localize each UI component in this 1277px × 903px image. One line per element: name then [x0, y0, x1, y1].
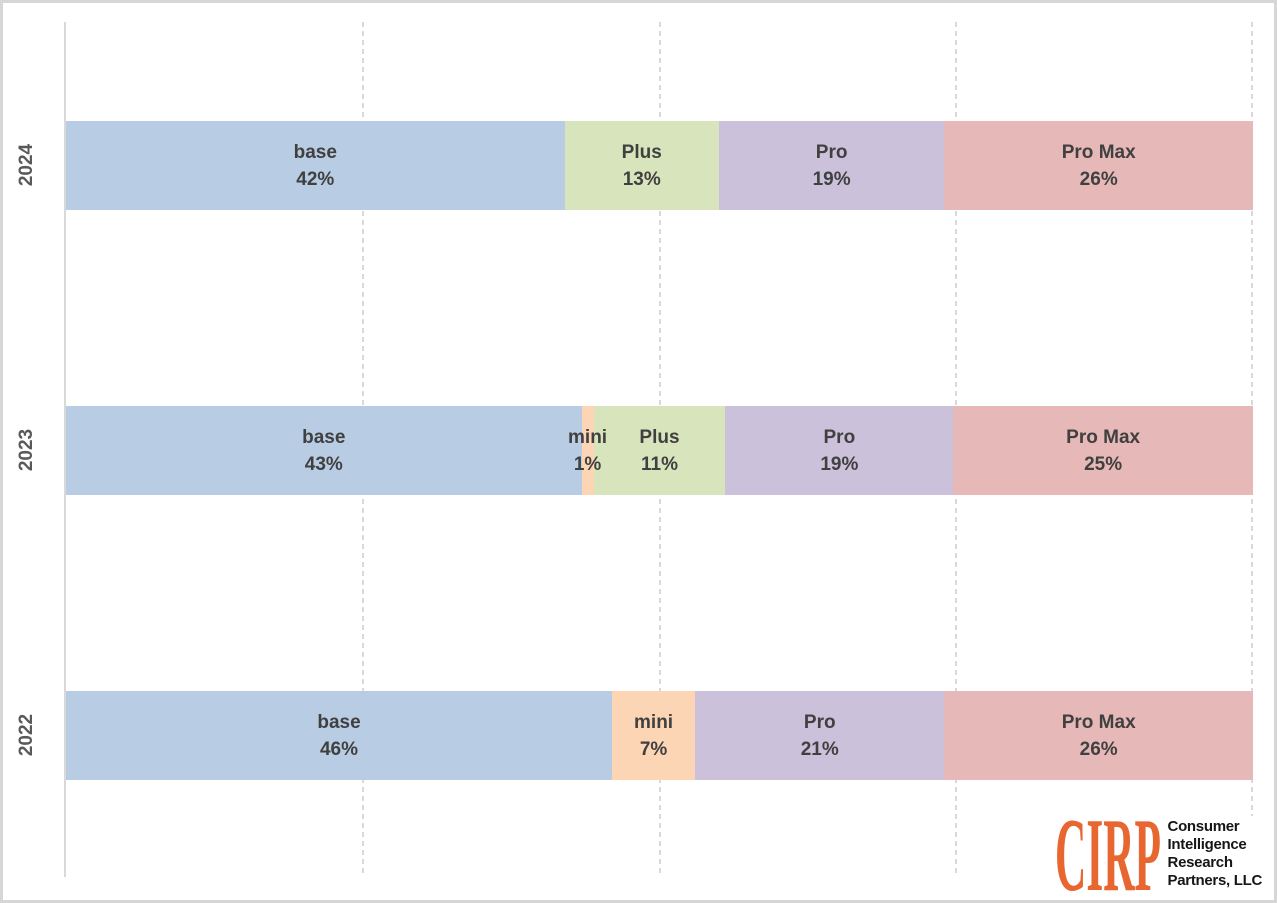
segment-value: 19%	[812, 168, 851, 190]
y-axis-line	[64, 22, 66, 877]
segment-2022-pro: Pro 21%	[695, 691, 945, 780]
plot-area: base 42% Plus 13% Pro 19%	[3, 3, 1274, 900]
bars-area: base 42% Plus 13% Pro 19%	[66, 3, 1254, 900]
segment-label: Pro Max 26%	[1062, 139, 1136, 193]
segment-name: base	[317, 711, 361, 733]
cirp-company-name: Consumer Intelligence Research Partners,…	[1167, 818, 1263, 892]
segment-label: base 46%	[317, 709, 360, 763]
axis-label-2024: 2024	[16, 143, 37, 187]
segment-label: Pro 19%	[813, 139, 851, 193]
segment-value: 26%	[1079, 168, 1118, 190]
segment-2024-pro-max: Pro Max 26%	[944, 121, 1254, 210]
segment-2023-plus: Plus 11%	[593, 406, 726, 495]
segment-name: Pro	[815, 141, 848, 163]
segment-label: mini 1%	[568, 424, 607, 478]
segment-2024-plus: Plus 13%	[564, 121, 719, 210]
segment-name: mini	[634, 711, 674, 733]
segment-name: Pro Max	[1061, 711, 1136, 733]
bar-2023: base 43% mini 1% Plus 11%	[66, 406, 1253, 495]
segment-2024-base: base 42%	[66, 121, 565, 210]
segment-label: Pro Max 25%	[1066, 424, 1140, 478]
cirp-company-line: Consumer	[1167, 818, 1240, 835]
bar-2022: base 46% mini 7% Pro 21%	[66, 691, 1253, 780]
segment-2022-base: base 46%	[66, 691, 613, 780]
segment-name: Pro	[823, 426, 856, 448]
segment-2022-mini: mini 7%	[612, 691, 696, 780]
segment-2022-pro-max: Pro Max 26%	[944, 691, 1253, 780]
segment-value: 13%	[622, 168, 661, 190]
segment-value: 42%	[296, 168, 335, 190]
cirp-company-line: Partners, LLC	[1167, 872, 1263, 889]
cirp-acronym-text: CIRP	[1055, 820, 1161, 892]
segment-name: Pro Max	[1066, 426, 1141, 448]
cirp-company-line: Intelligence	[1167, 836, 1247, 853]
segment-label: mini 7%	[634, 709, 673, 763]
segment-name: Pro Max	[1061, 141, 1136, 163]
segment-value: 21%	[800, 738, 839, 760]
segment-name: Plus	[621, 141, 662, 163]
segment-label: Pro 21%	[801, 709, 839, 763]
segment-value: 25%	[1084, 453, 1123, 475]
segment-value: 26%	[1079, 738, 1118, 760]
segment-label: Pro 19%	[820, 424, 858, 478]
segment-value: 7%	[639, 738, 668, 760]
segment-value: 11%	[640, 453, 678, 475]
segment-name: Plus	[639, 426, 680, 448]
segment-value: 46%	[319, 738, 359, 760]
axis-label-2023: 2023	[16, 428, 37, 472]
segment-value: 43%	[304, 453, 343, 475]
bar-2024: base 42% Plus 13% Pro 19%	[66, 121, 1254, 210]
segment-2023-mini: mini 1%	[568, 406, 607, 495]
segment-name: base	[302, 426, 346, 448]
segment-label: Plus 13%	[622, 139, 662, 193]
segment-name: base	[293, 141, 337, 163]
segment-label: Pro Max 26%	[1062, 709, 1136, 763]
segment-label: base 43%	[302, 424, 345, 478]
cirp-logo: CIRP Consumer Intelligence Research Part…	[1050, 816, 1263, 894]
segment-name: Pro	[803, 711, 836, 733]
segment-2023-pro-max: Pro Max 25%	[953, 406, 1253, 495]
segment-name: mini	[568, 426, 608, 448]
segment-2024-pro: Pro 19%	[718, 121, 945, 210]
cirp-company-line: Research	[1167, 854, 1233, 871]
axis-label-2022: 2022	[16, 713, 37, 757]
segment-value: 19%	[820, 453, 859, 475]
segment-value: 1%	[573, 453, 602, 475]
segment-2023-base: base 43%	[66, 406, 582, 495]
cirp-acronym-mark: CIRP	[1055, 820, 1161, 892]
segment-label: base 42%	[294, 139, 337, 193]
segment-label: Plus 11%	[639, 424, 679, 478]
segment-2023-pro: Pro 19%	[725, 406, 954, 495]
